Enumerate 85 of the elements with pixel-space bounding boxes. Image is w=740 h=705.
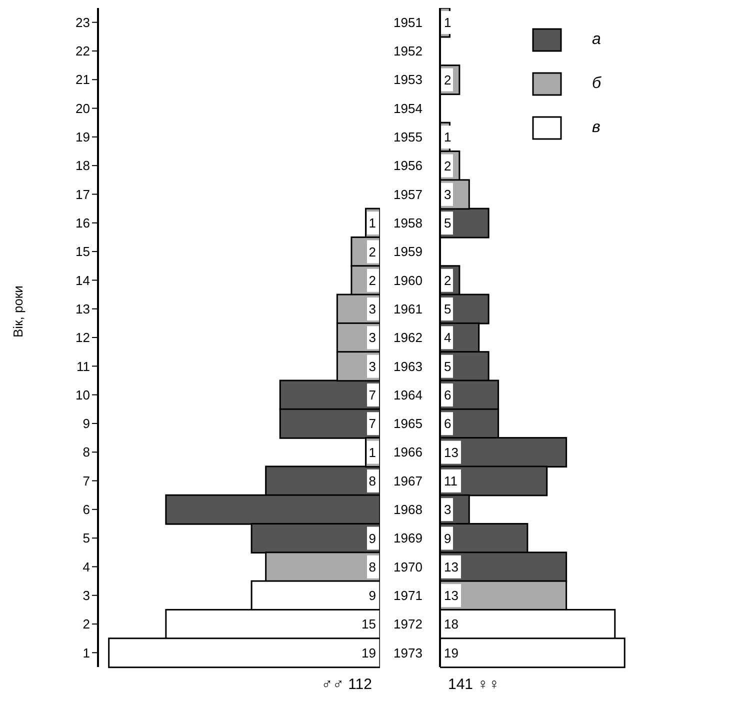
y-tick-label: 1966 [394, 444, 422, 460]
data-label: 8 [368, 473, 376, 488]
data-label: 8 [368, 559, 376, 574]
data-label: 19 [444, 645, 458, 660]
y-tick-label: 1970 [394, 559, 422, 574]
y-tick-label: 1951 [394, 14, 422, 30]
legend-label: в [592, 119, 600, 137]
data-label: 2 [368, 244, 376, 260]
data-label: 11 [444, 473, 458, 488]
y-tick-label: 1956 [394, 158, 422, 174]
data-label: 4 [444, 330, 452, 346]
y-tick-label: 1965 [394, 416, 422, 432]
x-axis-title: 141 ♀♀ [448, 676, 500, 693]
y-tick-label: 5 [82, 530, 90, 546]
data-label: 3 [368, 330, 376, 346]
data-label: 7 [368, 416, 376, 432]
y-tick-label: 10 [76, 387, 90, 402]
data-label: 5 [444, 302, 452, 317]
data-label: 2 [444, 272, 452, 288]
y-tick-label: 1962 [394, 330, 422, 346]
y-tick-label: 4 [82, 559, 90, 574]
data-label: 5 [444, 216, 452, 231]
y-tick-label: 1964 [394, 387, 422, 402]
legend-label: б [592, 75, 601, 93]
data-label: 3 [444, 502, 452, 518]
data-label: 13 [444, 444, 458, 460]
y-tick-label: 1958 [394, 216, 422, 231]
data-label: 9 [444, 530, 452, 546]
data-label: 9 [368, 588, 376, 604]
y-tick-label: 11 [76, 358, 90, 374]
y-tick-label: 1954 [394, 100, 422, 116]
y-tick-label: 14 [76, 272, 90, 288]
data-label: 6 [444, 388, 452, 403]
y-tick-label: 1969 [394, 530, 422, 546]
y-tick-label: 6 [82, 502, 90, 518]
y-tick-label: 1 [82, 645, 90, 660]
data-label: 1 [368, 444, 376, 460]
y-tick-label: 15 [76, 244, 90, 260]
data-label: 3 [444, 186, 452, 202]
data-label: 5 [444, 358, 452, 374]
x-axis-title: ♂♂ 112 [321, 676, 372, 693]
data-label: 1 [368, 216, 376, 231]
data-label: 7 [368, 388, 376, 403]
data-label: 15 [362, 616, 376, 632]
data-label: 3 [368, 358, 376, 374]
y-tick-label: 17 [76, 186, 90, 202]
y-tick-label: 1961 [394, 301, 422, 316]
y-tick-label: 1960 [394, 272, 422, 288]
data-label: 13 [444, 559, 458, 574]
y-tick-label: 7 [82, 473, 90, 488]
y-tick-label: 1972 [394, 616, 422, 632]
y-tick-label: 1967 [394, 473, 422, 488]
y-tick-label: 1957 [394, 186, 422, 202]
data-label: 2 [444, 72, 452, 88]
y-tick-label: 2 [82, 616, 90, 632]
y-tick-label: 23 [76, 14, 90, 30]
y-tick-label: 20 [76, 100, 90, 116]
y-tick-label: 1955 [394, 130, 422, 145]
legend-label: а [592, 31, 601, 49]
data-label: 2 [368, 272, 376, 288]
data-label: 13 [444, 588, 458, 604]
y-tick-label: 18 [76, 158, 90, 174]
data-label: 3 [368, 302, 376, 317]
y-tick-label: 13 [76, 301, 90, 316]
y-tick-label: 1971 [394, 588, 422, 603]
y-tick-label: 12 [76, 330, 90, 346]
data-label: 18 [444, 616, 458, 632]
y-tick-label: 1973 [394, 645, 422, 660]
y-tick-label: 1953 [394, 72, 422, 88]
y-tick-label: 22 [76, 44, 90, 59]
y-tick-label: 9 [82, 416, 90, 432]
y-tick-label: 1963 [394, 358, 422, 374]
data-label: 2 [444, 158, 452, 174]
y-tick-label: 1968 [394, 502, 422, 518]
data-label: 9 [368, 530, 376, 546]
data-label: 19 [362, 645, 376, 660]
y-tick-label: 3 [82, 588, 90, 603]
y-axis-title: Вік, роки [10, 286, 26, 338]
y-tick-label: 19 [76, 130, 90, 145]
data-label: 6 [444, 416, 452, 432]
y-tick-label: 1959 [394, 244, 422, 260]
y-tick-label: 8 [82, 444, 90, 460]
y-tick-label: 16 [76, 216, 90, 231]
y-tick-label: 21 [76, 72, 90, 88]
y-tick-label: 1952 [394, 44, 422, 59]
